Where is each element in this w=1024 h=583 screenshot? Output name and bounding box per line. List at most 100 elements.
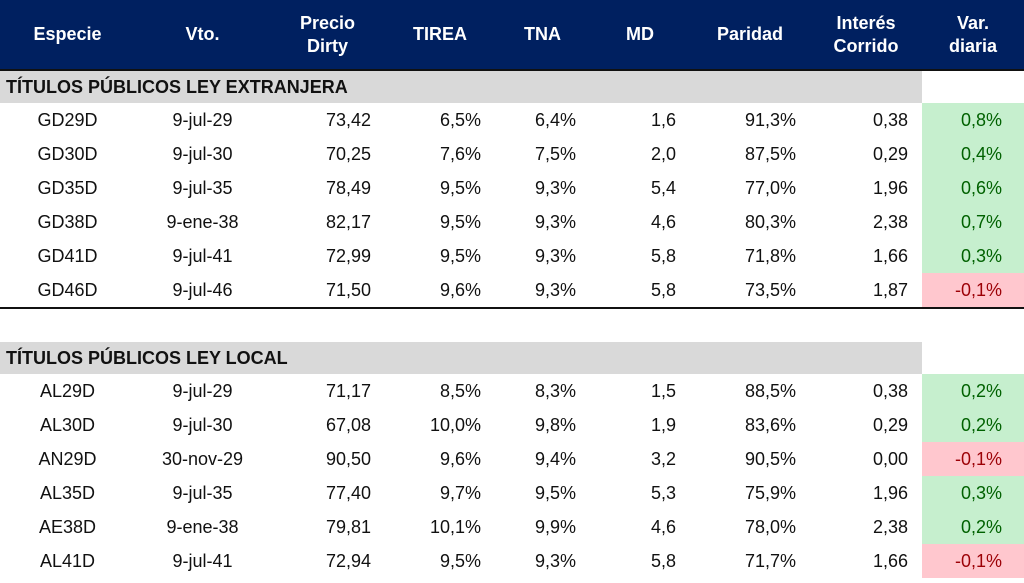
cell-var-diaria: 0,3% <box>922 239 1024 273</box>
column-header-tirea: TIREA <box>385 0 495 71</box>
cell-especie: AL35D <box>39 482 96 503</box>
column-header-especie: Especie <box>0 0 135 71</box>
cell-tirea: 9,6% <box>439 448 481 469</box>
cell-var-diaria: -0,1% <box>922 544 1024 578</box>
cell-paridad: 77,0% <box>744 177 796 198</box>
cell-tna: 9,9% <box>534 516 576 537</box>
cell-interes-corrido: 0,00 <box>872 448 908 469</box>
table-row: GD29D 9-jul-29 73,42 6,5% 6,4% 1,6 91,3% 0,38 0,… <box>0 103 1024 137</box>
cell-md: 2,0 <box>650 143 676 164</box>
cell-md: 5,4 <box>650 177 676 198</box>
section-header: TÍTULOS PÚBLICOS LEY EXTRANJERA <box>0 70 1024 103</box>
table-row: GD30D 9-jul-30 70,25 7,6% 7,5% 2,0 87,5% 0,29 0,… <box>0 137 1024 171</box>
header-label: Precio <box>299 12 356 33</box>
cell-vto: 9-jul-30 <box>172 143 233 164</box>
section-title: TÍTULOS PÚBLICOS LEY LOCAL <box>0 342 922 374</box>
cell-tna: 9,3% <box>534 550 576 571</box>
cell-precio-dirty: 72,99 <box>325 245 371 266</box>
header-label: Interés <box>836 12 896 33</box>
header-label: diaria <box>948 35 998 56</box>
table-row: GD41D 9-jul-41 72,99 9,5% 9,3% 5,8 71,8% 1,66 0,… <box>0 239 1024 273</box>
cell-vto: 9-jul-46 <box>135 273 270 309</box>
cell-var-diaria: 0,4% <box>922 137 1024 171</box>
cell-tna: 9,3% <box>534 211 576 232</box>
table-row: GD35D 9-jul-35 78,49 9,5% 9,3% 5,4 77,0% 1,96 0,… <box>0 171 1024 205</box>
cell-especie: GD35D <box>37 177 98 198</box>
cell-paridad: 80,3% <box>744 211 796 232</box>
cell-precio-dirty: 79,81 <box>325 516 371 537</box>
cell-interes-corrido: 0,29 <box>872 143 908 164</box>
cell-tirea: 10,1% <box>429 516 481 537</box>
cell-vto: 9-jul-29 <box>172 109 233 130</box>
cell-especie: AL41D <box>39 550 96 571</box>
header-label: Dirty <box>306 35 348 56</box>
cell-especie: GD38D <box>37 211 98 232</box>
header-label: TIREA <box>413 24 467 44</box>
cell-paridad: 87,5% <box>744 143 796 164</box>
cell-var-diaria: -0,1% <box>922 442 1024 476</box>
cell-md: 5,3 <box>650 482 676 503</box>
cell-precio-dirty: 90,50 <box>325 448 371 469</box>
cell-tna: 9,8% <box>534 414 576 435</box>
cell-var-diaria: -0,1% <box>922 273 1024 309</box>
table-row: AL35D 9-jul-35 77,40 9,7% 9,5% 5,3 75,9% 1,96 0,… <box>0 476 1024 510</box>
cell-vto: 30-nov-29 <box>161 448 244 469</box>
section-title: TÍTULOS PÚBLICOS LEY EXTRANJERA <box>0 70 922 103</box>
cell-tirea: 9,5% <box>439 550 481 571</box>
section-blank <box>922 70 1024 103</box>
cell-tirea: 7,6% <box>439 143 481 164</box>
cell-precio-dirty: 73,42 <box>325 109 371 130</box>
cell-vto: 9-jul-41 <box>172 245 233 266</box>
table-row: AL29D 9-jul-29 71,17 8,5% 8,3% 1,5 88,5% 0,38 0,… <box>0 374 1024 408</box>
cell-tna: 9,5% <box>534 482 576 503</box>
cell-precio-dirty: 77,40 <box>325 482 371 503</box>
cell-tirea: 9,7% <box>439 482 481 503</box>
cell-var-diaria: 0,2% <box>922 408 1024 442</box>
section-blank <box>922 342 1024 374</box>
cell-md: 3,2 <box>650 448 676 469</box>
header-label: Var. <box>956 12 990 33</box>
cell-md: 1,9 <box>650 414 676 435</box>
cell-md: 4,6 <box>650 516 676 537</box>
cell-paridad: 91,3% <box>744 109 796 130</box>
cell-tirea: 6,5% <box>439 109 481 130</box>
cell-md: 4,6 <box>650 211 676 232</box>
section-header: TÍTULOS PÚBLICOS LEY LOCAL <box>0 342 1024 374</box>
cell-precio-dirty: 71,17 <box>325 380 371 401</box>
cell-especie: GD29D <box>37 109 98 130</box>
table-row: AN29D 30-nov-29 90,50 9,6% 9,4% 3,2 90,5% 0,00-… <box>0 442 1024 476</box>
column-header-md: MD <box>590 0 690 71</box>
cell-especie: GD30D <box>37 143 98 164</box>
cell-especie: AL30D <box>39 414 96 435</box>
cell-paridad: 75,9% <box>744 482 796 503</box>
cell-precio-dirty: 72,94 <box>325 550 371 571</box>
cell-tna: 9,3% <box>495 273 590 309</box>
cell-precio-dirty: 82,17 <box>325 211 371 232</box>
cell-interes-corrido: 1,96 <box>872 482 908 503</box>
header-label: Paridad <box>716 24 784 44</box>
column-header-var-diaria: Var. diaria <box>922 0 1024 71</box>
cell-md: 5,8 <box>650 245 676 266</box>
cell-paridad: 83,6% <box>744 414 796 435</box>
cell-var-diaria: 0,2% <box>922 510 1024 544</box>
cell-interes-corrido: 1,87 <box>810 273 922 309</box>
cell-var-diaria: 0,2% <box>922 374 1024 408</box>
cell-tna: 7,5% <box>534 143 576 164</box>
column-header-vto: Vto. <box>135 0 270 71</box>
cell-var-diaria: 0,6% <box>922 171 1024 205</box>
table-row: AL30D 9-jul-30 67,08 10,0% 9,8% 1,9 83,6% 0,29 0… <box>0 408 1024 442</box>
cell-tna: 9,4% <box>534 448 576 469</box>
column-header-tna: TNA <box>495 0 590 71</box>
cell-tirea: 8,5% <box>439 380 481 401</box>
header-label: MD <box>626 24 654 44</box>
cell-tirea: 9,6% <box>385 273 495 309</box>
cell-tirea: 9,5% <box>439 245 481 266</box>
cell-paridad: 71,7% <box>744 550 796 571</box>
cell-md: 1,5 <box>650 380 676 401</box>
cell-precio-dirty: 67,08 <box>325 414 371 435</box>
cell-tna: 9,3% <box>534 177 576 198</box>
table-row: AL41D 9-jul-41 72,94 9,5% 9,3% 5,8 71,7% 1,66 -0… <box>0 544 1024 578</box>
cell-paridad: 71,8% <box>744 245 796 266</box>
header-label: Corrido <box>833 35 899 56</box>
cell-interes-corrido: 2,38 <box>872 211 908 232</box>
